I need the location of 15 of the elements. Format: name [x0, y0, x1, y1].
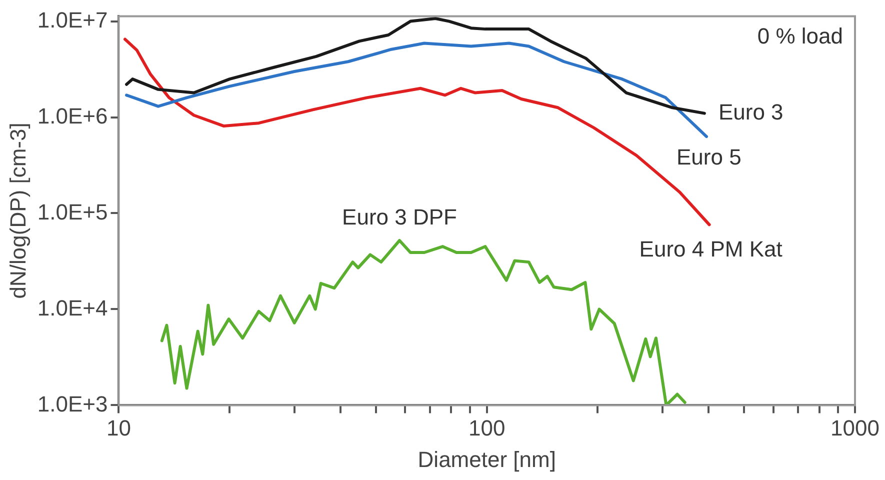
annotation: 0 % load [757, 23, 843, 48]
x-axis-title: Diameter [nm] [418, 446, 556, 472]
x-tick-label: 100 [468, 415, 506, 440]
y-tick-label: 1.0E+7 [37, 7, 108, 32]
y-axis-title: dN/log(DP) [cm-3] [5, 122, 30, 299]
series-label: Euro 3 DPF [342, 204, 457, 230]
series-label: Euro 4 PM Kat [639, 236, 782, 262]
y-tick-label: 1.0E+5 [37, 199, 108, 224]
x-tick-label: 10 [106, 415, 131, 440]
series-label: Euro 3 [718, 99, 784, 124]
y-tick-label: 1.0E+4 [37, 295, 108, 320]
y-tick-label: 1.0E+3 [37, 391, 108, 416]
y-tick-label: 1.0E+6 [37, 103, 108, 128]
series-label: Euro 5 [676, 144, 742, 170]
x-tick-label: 1000 [830, 415, 880, 440]
